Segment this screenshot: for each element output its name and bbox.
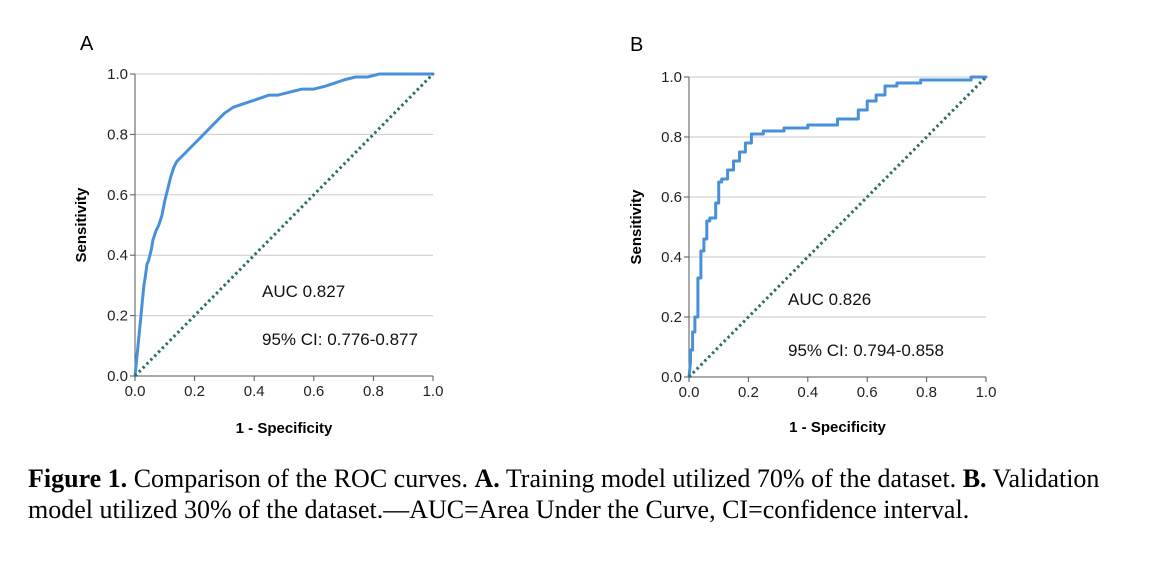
auc-annotation: AUC 0.827: [262, 282, 345, 301]
y-tick-label: 1.0: [661, 69, 682, 86]
x-tick-label: 1.0: [976, 384, 997, 401]
roc-chart-a: A 0.0 0.2 0.4 0.6 0.8 1.0 0.0 0.2 0.4 0.6 0.8 1.0 1 -…: [73, 33, 443, 437]
x-tick-label: 0.2: [738, 384, 759, 401]
y-tick-label: 0.0: [107, 368, 128, 385]
caption-text-1: Comparison of the ROC curves.: [127, 464, 475, 493]
y-axis-title: Sensitivity: [73, 187, 90, 263]
y-axis-title: Sensitivity: [628, 189, 645, 265]
reference-diagonal-line: [133, 72, 435, 378]
x-tick-label: 0.8: [363, 383, 384, 400]
ci-annotation: 95% CI: 0.776-0.877: [262, 330, 418, 349]
reference-diagonal-line: [687, 75, 988, 379]
y-tick-label: 0.8: [107, 126, 128, 143]
panel-letter: A: [80, 33, 94, 55]
caption-b-label: B.: [962, 464, 987, 493]
ci-annotation: 95% CI: 0.794-0.858: [788, 341, 944, 360]
y-tick-label: 0.4: [661, 249, 682, 266]
y-tick-label: 0.2: [661, 309, 682, 326]
y-tick-label: 0.0: [661, 369, 682, 386]
y-tick-label: 1.0: [107, 66, 128, 83]
auc-annotation: AUC 0.826: [788, 290, 871, 309]
x-tick-label: 0.8: [916, 384, 937, 401]
figure-caption: Figure 1. Comparison of the ROC curves. …: [28, 463, 1138, 525]
x-axis-title: 1 - Specificity: [236, 420, 333, 437]
x-tick-label: 0.4: [244, 383, 265, 400]
panel-letter: B: [630, 34, 643, 56]
caption-text-3: Validation model utilized 30% of the dat…: [28, 464, 1100, 524]
x-tick-label: 0.2: [184, 383, 205, 400]
x-tick-label: 1.0: [423, 383, 444, 400]
x-tick-label: 0.6: [303, 383, 324, 400]
x-tick-label: 0.6: [857, 384, 878, 401]
caption-a-label: A.: [474, 464, 500, 493]
y-tick-label: 0.6: [661, 189, 682, 206]
caption-figure-label: Figure 1.: [28, 464, 128, 493]
x-tick-label: 0.0: [679, 384, 700, 401]
roc-curve: [133, 72, 435, 378]
roc-curve: [687, 75, 988, 379]
caption-text-2: Training model utilized 70% of the datas…: [499, 464, 963, 493]
y-tick-label: 0.4: [107, 247, 128, 264]
x-tick-label: 0.4: [797, 384, 818, 401]
roc-chart-b: B 0.0 0.2 0.4 0.6 0.8 1.0 0.0 0.2 0.4 0.6 0.8 1.0 1 -…: [628, 34, 996, 436]
y-tick-label: 0.2: [107, 308, 128, 325]
y-tick-label: 0.6: [107, 187, 128, 204]
figure-charts: A 0.0 0.2 0.4 0.6 0.8 1.0 0.0 0.2 0.4 0.6 0.8 1.0 1 -…: [73, 33, 996, 437]
y-tick-label: 0.8: [661, 129, 682, 146]
x-axis-title: 1 - Specificity: [789, 419, 886, 436]
x-tick-label: 0.0: [125, 383, 146, 400]
